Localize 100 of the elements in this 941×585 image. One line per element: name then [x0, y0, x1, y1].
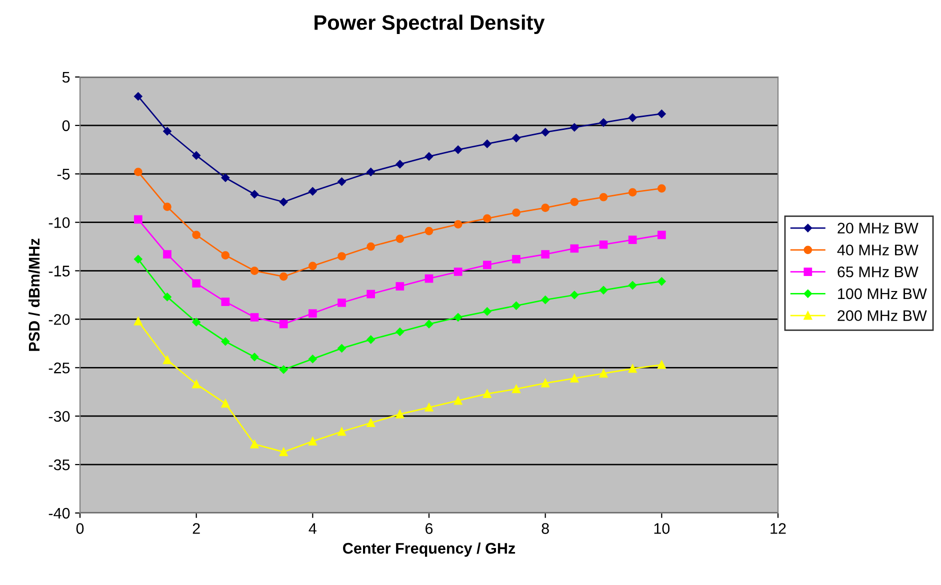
x-tick-label: 12: [770, 523, 786, 534]
point: [599, 286, 608, 294]
point: [658, 360, 666, 369]
point: [250, 190, 259, 198]
point: [570, 290, 579, 300]
point: [628, 114, 637, 122]
point: [366, 168, 375, 176]
point: [541, 128, 550, 136]
x-tick-label: 4: [308, 523, 316, 534]
point: [396, 160, 404, 168]
point: [396, 410, 404, 418]
point: [308, 354, 317, 364]
point: [658, 277, 666, 286]
point: [163, 202, 172, 211]
point: [221, 337, 230, 346]
point: [308, 262, 317, 270]
point: [396, 328, 404, 336]
point: [221, 399, 230, 408]
point: [424, 320, 434, 328]
point: [658, 184, 666, 193]
point: [512, 134, 520, 142]
point: [338, 427, 346, 436]
legend-label: 65 MHz BW: [838, 266, 918, 278]
point: [628, 188, 637, 196]
point: [221, 174, 230, 182]
point: [541, 250, 550, 258]
x-tick-label: 10: [654, 523, 670, 534]
point: [366, 290, 375, 298]
point: [570, 244, 579, 253]
y-tick-label: -5: [57, 168, 70, 180]
point: [454, 220, 462, 228]
y-tick-label: -35: [48, 459, 70, 470]
point: [366, 418, 375, 428]
point: [483, 260, 492, 270]
point: [192, 279, 200, 288]
point: [658, 110, 666, 118]
point: [454, 313, 462, 322]
y-tick-label: 5: [62, 72, 70, 83]
point: [163, 292, 172, 302]
point: [541, 379, 550, 388]
point: [192, 380, 200, 388]
point: [424, 403, 434, 412]
point: [628, 281, 637, 290]
x-axis-title: Center Frequency / GHz: [343, 542, 516, 557]
point: [512, 208, 520, 217]
point: [163, 356, 172, 364]
point: [338, 252, 346, 260]
point: [163, 250, 172, 258]
y-tick-label: -15: [48, 266, 70, 276]
point: [396, 282, 404, 290]
point: [221, 251, 230, 260]
point: [512, 302, 520, 310]
point: [541, 204, 550, 212]
point: [279, 448, 288, 456]
point: [599, 240, 608, 249]
point: [338, 178, 346, 186]
legend-label: 200 MHz BW: [838, 310, 927, 322]
point: [279, 198, 288, 206]
point: [541, 296, 550, 304]
y-tick-label: -20: [48, 314, 70, 325]
legend-label: 20 MHz BW: [838, 222, 918, 234]
point: [512, 254, 520, 264]
point: [658, 230, 666, 240]
point: [279, 272, 288, 281]
point: [366, 335, 375, 344]
point: [599, 369, 608, 378]
x-tick-label: 6: [426, 523, 433, 534]
point: [424, 226, 434, 236]
point: [192, 151, 200, 160]
point: [483, 140, 492, 148]
point: [250, 352, 259, 362]
point: [163, 127, 172, 136]
point: [279, 320, 288, 328]
y-tick-label: -25: [48, 362, 70, 374]
point: [338, 298, 346, 307]
y-tick-label: -40: [48, 508, 70, 519]
point: [279, 365, 288, 374]
point: [483, 307, 492, 316]
point: [599, 118, 608, 127]
point: [454, 146, 462, 154]
point: [308, 187, 317, 196]
point: [570, 374, 579, 382]
point: [628, 236, 637, 244]
point: [396, 234, 404, 243]
y-tick-label: 0: [62, 120, 70, 132]
point: [250, 313, 259, 322]
point: [512, 384, 520, 394]
point: [221, 298, 230, 306]
point: [134, 316, 142, 326]
y-axis-title: PSD / dBm/MHz: [28, 238, 40, 351]
point: [134, 92, 142, 101]
point: [134, 215, 142, 224]
point: [308, 437, 317, 446]
point: [308, 309, 317, 318]
y-tick-label: -10: [48, 217, 70, 228]
point: [192, 318, 200, 326]
x-tick-label: 0: [76, 523, 84, 534]
y-tick-label: -30: [48, 410, 70, 422]
point: [424, 274, 434, 283]
legend-label: 100 MHz BW: [838, 288, 927, 300]
